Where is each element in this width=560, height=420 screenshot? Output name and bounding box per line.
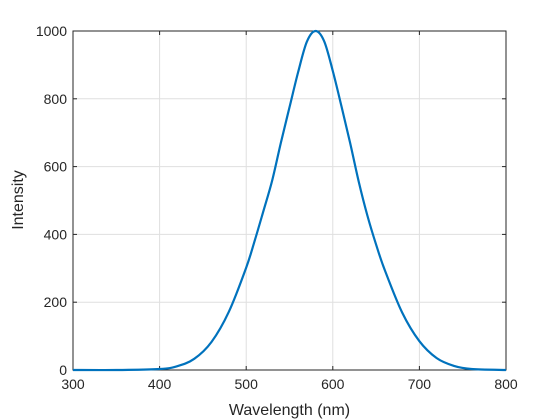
x-tick-label: 700 <box>408 376 432 392</box>
x-tick-label: 600 <box>321 376 345 392</box>
x-tick-label: 300 <box>61 376 85 392</box>
x-axis-label: Wavelength (nm) <box>229 402 350 419</box>
plot-area <box>73 31 506 370</box>
y-tick-label: 200 <box>44 294 68 310</box>
y-axis-label: Intensity <box>10 170 27 230</box>
axis-ticks: 300 400 500 600 700 800 0 200 400 600 800 1000 <box>36 23 518 392</box>
y-tick-label: 800 <box>44 91 68 107</box>
x-tick-label: 800 <box>494 376 518 392</box>
y-tick-label: 400 <box>44 226 68 242</box>
series-line <box>72 29 507 372</box>
y-tick-label: 0 <box>59 362 67 378</box>
x-tick-label: 400 <box>148 376 172 392</box>
plot-frame <box>72 30 507 371</box>
y-tick-label: 600 <box>44 159 68 175</box>
x-tick-label: 500 <box>235 376 259 392</box>
series-group <box>72 29 507 372</box>
y-tick-label: 1000 <box>36 23 67 39</box>
